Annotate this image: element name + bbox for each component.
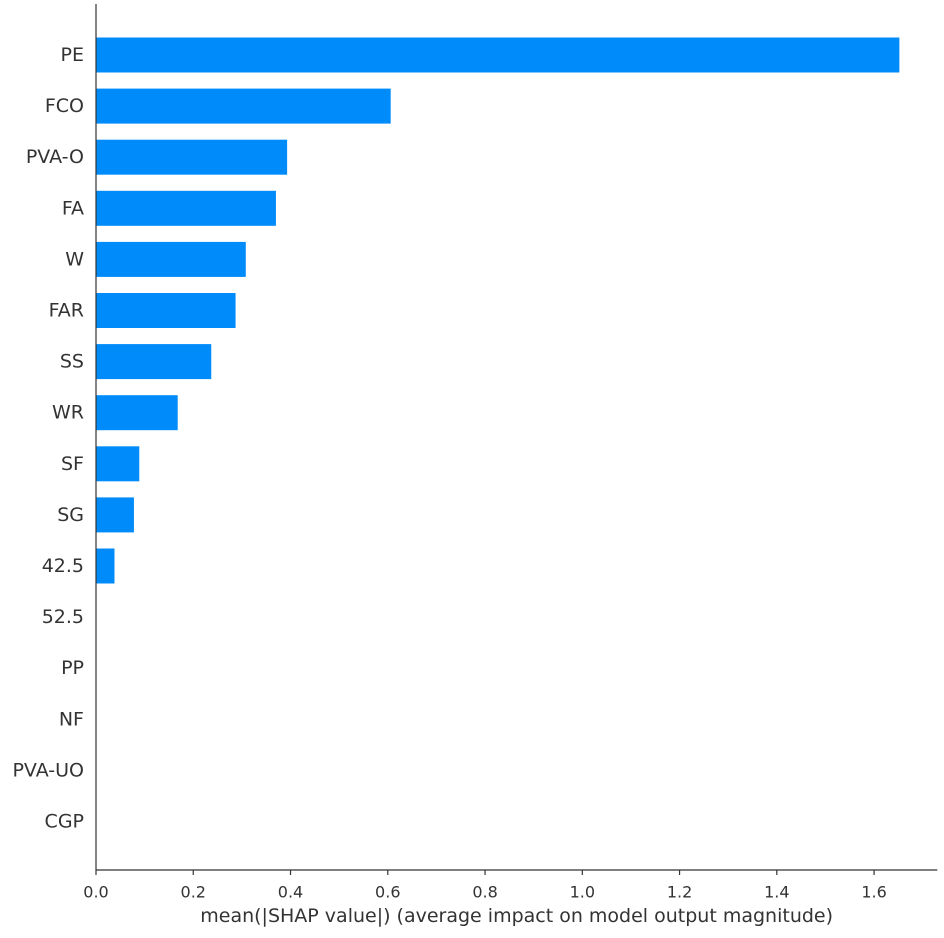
category-label: PE xyxy=(61,44,84,66)
bar xyxy=(96,395,178,431)
bar xyxy=(96,293,236,328)
category-label: FCO xyxy=(45,95,84,117)
bar xyxy=(96,446,140,482)
category-label: CGP xyxy=(45,811,84,833)
x-axis-title: mean(|SHAP value|) (average impact on mo… xyxy=(200,905,833,927)
category-label: FA xyxy=(62,197,84,219)
bar xyxy=(96,139,288,175)
x-tick-label: 1.4 xyxy=(764,883,789,902)
x-axis: 0.0 0.2 0.4 0.6 0.8 1.0 1.2 1.4 1.6 xyxy=(83,869,938,902)
category-label: SF xyxy=(61,453,84,475)
category-label: W xyxy=(65,248,84,270)
x-tick-label: 1.0 xyxy=(570,883,595,902)
category-label: 52.5 xyxy=(42,606,84,628)
category-label: FAR xyxy=(49,300,84,322)
category-label: NF xyxy=(59,708,84,730)
bar xyxy=(96,88,391,124)
bar xyxy=(96,497,134,533)
x-tick-label: 0.8 xyxy=(472,883,497,902)
category-label: 42.5 xyxy=(42,555,84,577)
category-label: SG xyxy=(57,504,84,526)
bar xyxy=(96,548,115,584)
x-tick-label: 0.6 xyxy=(375,883,400,902)
category-label: WR xyxy=(52,402,84,424)
bar xyxy=(96,344,212,380)
x-tick-label: 0.2 xyxy=(181,883,206,902)
category-label: PP xyxy=(61,657,84,679)
category-label: SS xyxy=(60,351,84,373)
bar xyxy=(96,241,246,277)
x-tick-label: 0.4 xyxy=(278,883,303,902)
bar xyxy=(96,190,276,226)
category-labels: PE FCO PVA-O FA W FAR SS WR SF SG 42.5 52.5 PP NF PVA-… xyxy=(12,44,84,833)
x-tick-label: 0.0 xyxy=(83,883,108,902)
bar xyxy=(96,37,900,73)
x-tick-label: 1.6 xyxy=(861,883,886,902)
bars-layer xyxy=(96,37,900,584)
category-label: PVA-O xyxy=(26,146,84,168)
category-label: PVA-UO xyxy=(12,759,84,781)
x-tick-label: 1.2 xyxy=(667,883,692,902)
